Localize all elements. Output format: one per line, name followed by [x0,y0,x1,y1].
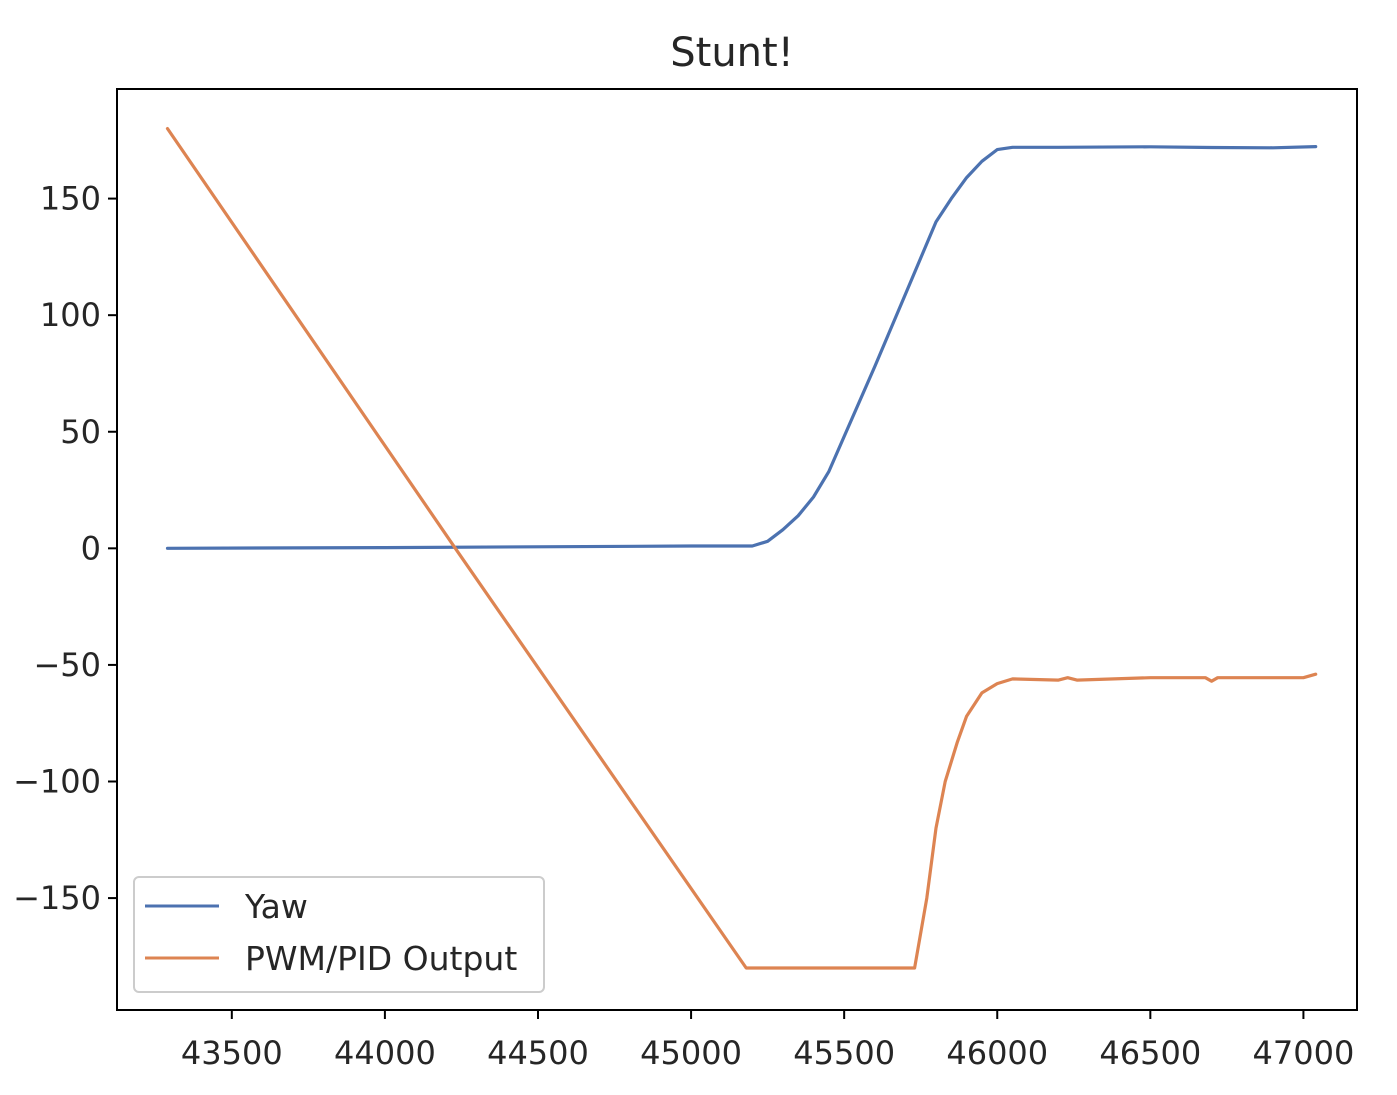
series-line-pwm-pid-output [165,127,1318,970]
legend: Yaw PWM/PID Output [133,876,545,993]
x-tick-label: 45000 [640,1034,742,1072]
y-tick-label: 150 [40,180,101,218]
y-tick-label: −50 [33,646,101,684]
y-tick-label: 100 [40,296,101,334]
legend-label-pwm-pid-output: PWM/PID Output [245,939,517,978]
y-tick-label: −100 [13,762,101,800]
legend-label-yaw: Yaw [244,887,308,926]
x-axis: 43500 44000 44500 45000 45500 46000 46500 47000 [181,1010,1354,1072]
series-line-yaw [165,145,1318,550]
x-tick-label: 45500 [793,1034,895,1072]
x-tick-label: 47000 [1253,1034,1355,1072]
series-layer [165,127,1318,970]
plot-frame [116,88,1358,1011]
y-tick-label: 0 [81,529,101,567]
y-axis: 150 100 50 0 −50 −100 −150 [13,180,117,917]
x-tick-label: 43500 [181,1034,283,1072]
chart-title: Stunt! [670,30,794,76]
x-tick-label: 46500 [1099,1034,1201,1072]
y-tick-label: −150 [13,879,101,917]
x-tick-label: 46000 [946,1034,1048,1072]
plot-area [116,88,1358,1011]
y-tick-label: 50 [60,413,101,451]
legend-box [133,876,545,993]
x-tick-label: 44500 [487,1034,589,1072]
x-tick-label: 44000 [334,1034,436,1072]
